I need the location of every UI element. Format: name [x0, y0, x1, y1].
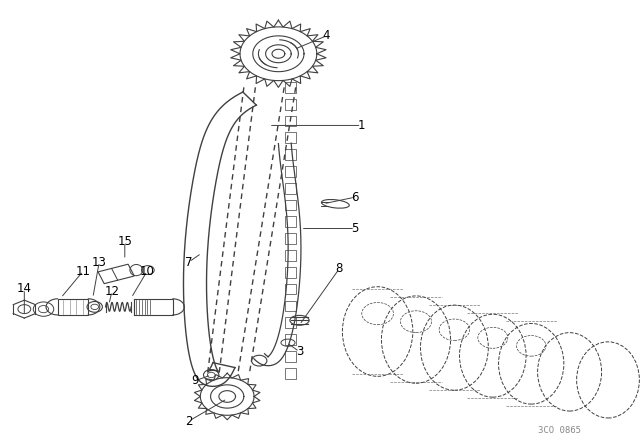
Text: 12: 12 [104, 284, 120, 298]
Text: 1: 1 [358, 119, 365, 132]
Text: 3: 3 [296, 345, 303, 358]
Text: 4: 4 [323, 29, 330, 43]
Text: 9: 9 [191, 374, 199, 388]
Text: 10: 10 [140, 264, 155, 278]
Bar [58, 299, 88, 315]
Text: 13: 13 [92, 255, 107, 269]
Text: 6: 6 [351, 190, 359, 204]
Text: 8: 8 [335, 262, 343, 276]
Bar [134, 299, 173, 315]
Text: 11: 11 [76, 264, 91, 278]
Text: 5: 5 [351, 222, 359, 235]
Text: 7: 7 [185, 255, 193, 269]
Text: 2: 2 [185, 414, 193, 428]
Text: 3CO 0865: 3CO 0865 [538, 426, 582, 435]
Text: 14: 14 [17, 282, 32, 296]
Text: 15: 15 [117, 235, 132, 249]
